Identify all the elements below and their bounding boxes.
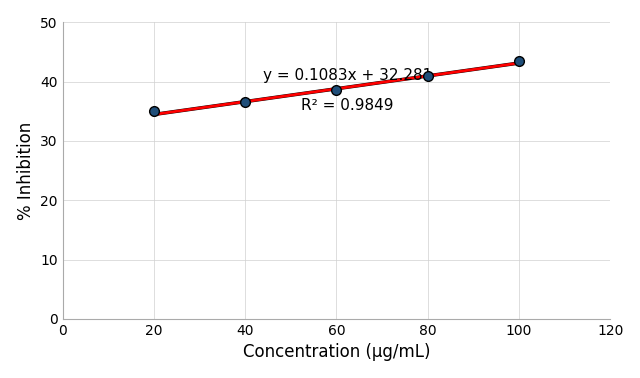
Text: y = 0.1083x + 32.281: y = 0.1083x + 32.281	[263, 68, 432, 83]
Text: R² = 0.9849: R² = 0.9849	[301, 98, 394, 113]
Y-axis label: % Inhibition: % Inhibition	[17, 121, 35, 220]
X-axis label: Concentration (μg/mL): Concentration (μg/mL)	[243, 343, 430, 361]
